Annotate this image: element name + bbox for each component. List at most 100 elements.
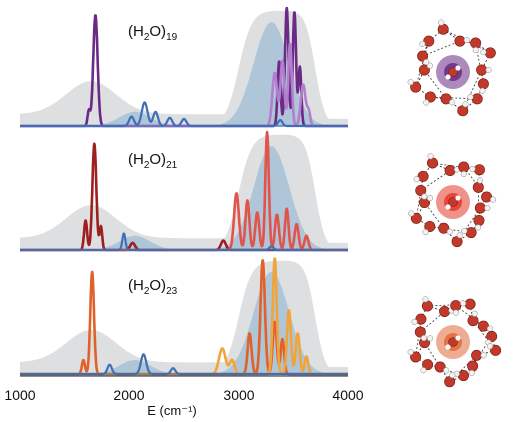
cluster-illustration-1: [408, 153, 497, 248]
oxygen-atom: [417, 50, 429, 62]
oxygen-atom: [440, 93, 452, 105]
hydrogen-atom: [467, 94, 474, 101]
spectrum-panel-2: [19, 257, 349, 376]
hydrogen-atom: [485, 66, 492, 74]
hydrogen-atom: [438, 19, 445, 26]
hydrogen-atom: [480, 352, 487, 359]
oxygen-atom: [481, 191, 493, 203]
x-tick-2000: 2000: [113, 387, 144, 403]
panel-label-23: (H2O)23: [128, 277, 178, 297]
oxygen-atom: [437, 23, 449, 35]
hydrogen-atom: [427, 153, 434, 160]
oxygen-atom: [484, 47, 496, 59]
hydrogen-atom: [446, 228, 453, 235]
oxygen-atom: [477, 78, 489, 90]
oxygen-atom: [434, 361, 446, 373]
hydrogen-atom: [423, 99, 430, 106]
x-tick-3000: 3000: [223, 387, 254, 403]
oxygen-atom: [458, 161, 470, 173]
hydrogen-atom: [426, 195, 434, 202]
hydrogen-atom: [407, 349, 414, 356]
oxygen-atom: [471, 93, 483, 105]
hydrogen-atom: [462, 101, 469, 108]
panel-label-21: (H2O)21: [128, 151, 178, 171]
oxygen-atom: [444, 165, 456, 177]
oxygen-atom: [410, 212, 422, 224]
hydrogen-atom: [469, 165, 476, 172]
hydrogen-atom: [422, 229, 429, 236]
hydrogen-atom: [461, 227, 468, 234]
hydrogen-atom: [452, 309, 459, 316]
oxygen-atom: [467, 360, 479, 372]
hydrogen-atom: [480, 49, 487, 56]
oxygen-atom: [470, 37, 482, 49]
hydrogen-atom: [471, 310, 478, 317]
oxygen-atom: [422, 359, 434, 371]
oxygen-atom: [418, 64, 430, 76]
hydrogen-atom: [413, 176, 420, 183]
hydrogen-atom: [422, 296, 429, 303]
hydrogen-atom: [443, 367, 450, 374]
oxygen-atom: [467, 315, 479, 327]
hydrogen-atom: [449, 372, 456, 379]
oxygen-atom: [472, 181, 484, 193]
oxygen-atom: [424, 221, 436, 233]
hydrogen-atom: [476, 177, 483, 184]
oxygen-atom: [414, 326, 426, 338]
oxygen-atom: [421, 300, 433, 312]
hydrogen-atom: [486, 343, 493, 350]
hydrogen-atom: [490, 196, 497, 203]
oxygen-atom: [426, 157, 438, 169]
cluster-illustration-2: [407, 296, 502, 388]
spectrum-panel-1: [19, 130, 349, 252]
background-envelope-blue: [20, 22, 348, 127]
hydrogen-atom: [472, 46, 479, 54]
hydrogen-atom: [407, 79, 414, 86]
hydrogen-atom: [411, 318, 418, 325]
oxygen-atom: [486, 330, 498, 342]
x-axis-title: E (cm⁻¹): [147, 403, 196, 418]
hydrogen-atom: [460, 171, 467, 178]
x-axis: 1000 2000 3000 4000 E (cm⁻¹): [4, 375, 364, 418]
oxygen-atom: [490, 344, 502, 356]
oxygen-atom: [473, 164, 485, 176]
oxygen-atom: [454, 35, 466, 47]
oxygen-atom: [465, 227, 477, 239]
hydrogen-atom: [460, 300, 467, 307]
hydrogen-atom: [408, 210, 415, 217]
oxygen-atom: [439, 305, 451, 317]
hydrogen-atom: [484, 204, 491, 212]
x-tick-1000: 1000: [4, 387, 35, 403]
cluster-illustration-0: [407, 19, 496, 117]
hydrogen-atom: [475, 224, 482, 231]
hydrogen-atom: [456, 232, 463, 239]
hydrogen-atom: [419, 40, 426, 47]
spectrum-panel-0: [19, 6, 349, 128]
hydrogen-atom: [449, 99, 456, 106]
oxygen-atom: [410, 81, 422, 93]
panel-label-19: (H2O)19: [128, 23, 178, 43]
hydrogen-atom: [463, 37, 470, 44]
oxygen-atom: [438, 222, 450, 234]
hydrogen-atom: [486, 325, 493, 332]
hydrogen-atom: [479, 87, 486, 94]
oxygen-atom: [410, 351, 422, 363]
x-tick-4000: 4000: [332, 387, 363, 403]
hydrogen-atom: [423, 59, 430, 66]
oxygen-atom: [477, 320, 489, 332]
oxygen-atom: [415, 185, 427, 197]
oxygen-atom: [474, 202, 486, 214]
oxygen-atom: [457, 370, 469, 382]
hydrogen-atom: [426, 335, 434, 342]
hydrogen-atom: [420, 335, 427, 342]
hydrogen-atom: [420, 367, 427, 374]
oxygen-atom: [471, 349, 483, 361]
oxygen-atom: [464, 298, 476, 310]
oxygen-atom: [424, 91, 436, 103]
oxygen-atom: [476, 64, 488, 76]
oxygen-atom: [450, 300, 462, 312]
hydrogen-atom: [421, 193, 428, 200]
oxygen-atom: [473, 214, 485, 226]
hydrogen-atom: [468, 369, 475, 377]
